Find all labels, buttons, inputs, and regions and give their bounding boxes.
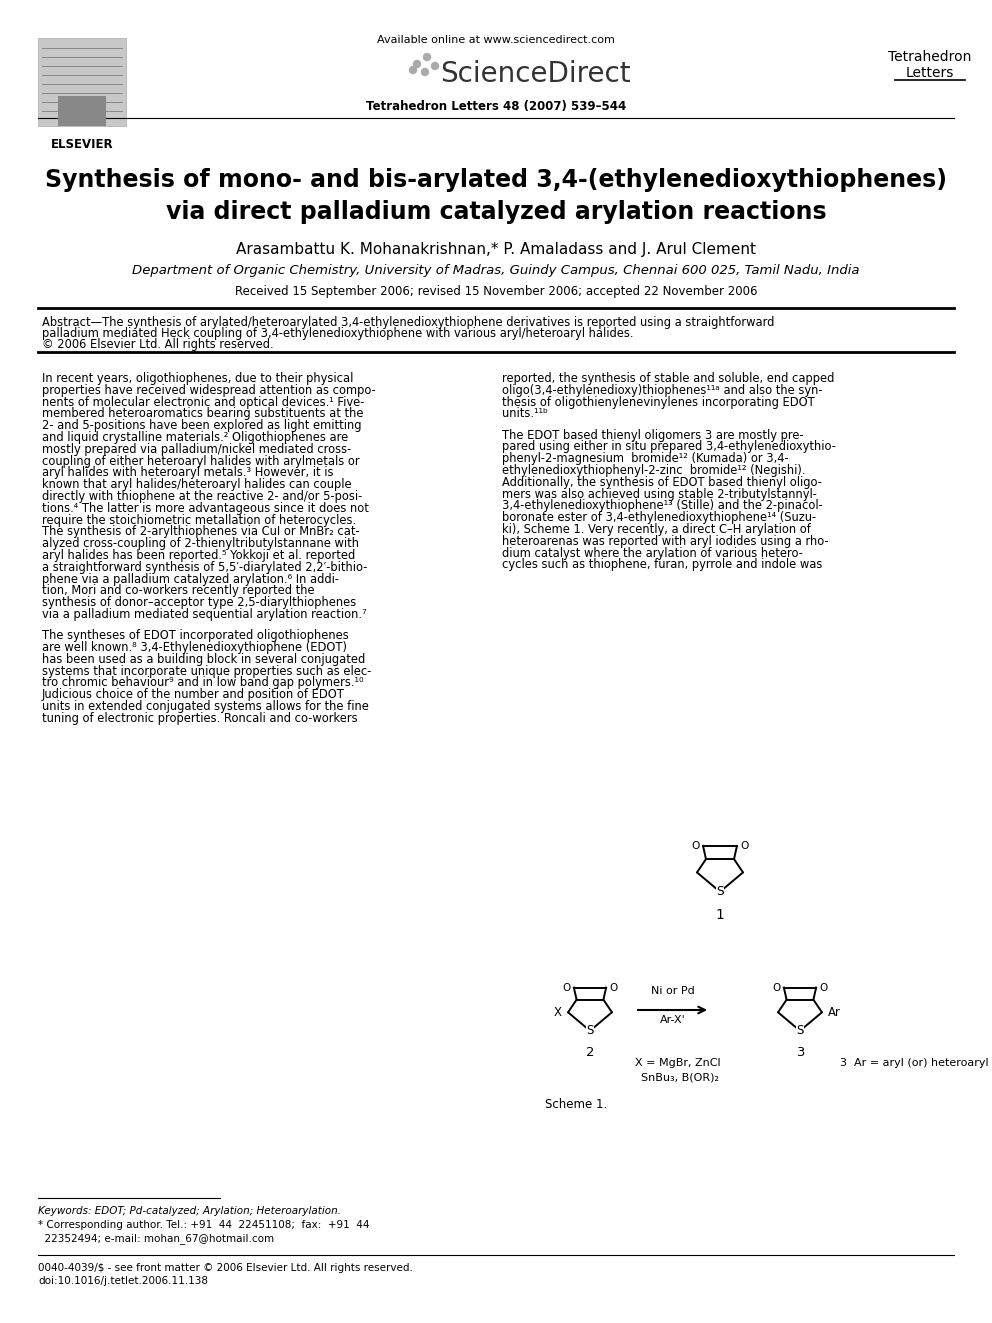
Text: Ar: Ar [828, 1005, 841, 1019]
Text: aryl halides with heteroaryl metals.³ However, it is: aryl halides with heteroaryl metals.³ Ho… [42, 467, 333, 479]
Text: nents of molecular electronic and optical devices.¹ Five-: nents of molecular electronic and optica… [42, 396, 364, 409]
Text: phene via a palladium catalyzed arylation.⁶ In addi-: phene via a palladium catalyzed arylatio… [42, 573, 339, 586]
Text: 3: 3 [796, 1045, 805, 1058]
Text: alyzed cross-coupling of 2-thienyltributylstannane with: alyzed cross-coupling of 2-thienyltribut… [42, 537, 359, 550]
Text: S: S [716, 885, 724, 898]
Text: O: O [773, 983, 781, 992]
Text: Department of Organic Chemistry, University of Madras, Guindy Campus, Chennai 60: Department of Organic Chemistry, Univers… [132, 265, 860, 277]
Text: units in extended conjugated systems allows for the fine: units in extended conjugated systems all… [42, 700, 369, 713]
Text: In recent years, oligothiophenes, due to their physical: In recent years, oligothiophenes, due to… [42, 372, 353, 385]
Text: palladium mediated Heck coupling of 3,4-ethylenedioxythiophene with various aryl: palladium mediated Heck coupling of 3,4-… [42, 327, 634, 340]
Text: pared using either in situ prepared 3,4-ethylenedioxythio-: pared using either in situ prepared 3,4-… [502, 441, 836, 454]
Text: Arasambattu K. Mohanakrishnan,* P. Amaladass and J. Arul Clement: Arasambattu K. Mohanakrishnan,* P. Amala… [236, 242, 756, 257]
Text: via direct palladium catalyzed arylation reactions: via direct palladium catalyzed arylation… [166, 200, 826, 224]
Circle shape [432, 62, 438, 70]
Circle shape [422, 69, 429, 75]
Text: Additionally, the synthesis of EDOT based thienyl oligo-: Additionally, the synthesis of EDOT base… [502, 476, 822, 488]
Text: O: O [609, 983, 618, 992]
Text: known that aryl halides/heteroaryl halides can couple: known that aryl halides/heteroaryl halid… [42, 478, 351, 491]
Text: 1: 1 [715, 908, 724, 922]
Text: The synthesis of 2-arylthiophenes via CuI or MnBr₂ cat-: The synthesis of 2-arylthiophenes via Cu… [42, 525, 360, 538]
Text: Ni or Pd: Ni or Pd [651, 986, 694, 996]
Text: ELSEVIER: ELSEVIER [51, 138, 113, 151]
Text: O: O [562, 983, 570, 992]
Text: tion, Mori and co-workers recently reported the: tion, Mori and co-workers recently repor… [42, 585, 314, 598]
Text: has been used as a building block in several conjugated: has been used as a building block in sev… [42, 652, 365, 665]
Text: Tetrahedron Letters 48 (2007) 539–544: Tetrahedron Letters 48 (2007) 539–544 [366, 101, 626, 112]
Text: systems that incorporate unique properties such as elec-: systems that incorporate unique properti… [42, 664, 371, 677]
Text: Letters: Letters [906, 66, 954, 79]
Text: dium catalyst where the arylation of various hetero-: dium catalyst where the arylation of var… [502, 546, 803, 560]
Circle shape [424, 53, 431, 61]
Text: and liquid crystalline materials.² Oligothiophenes are: and liquid crystalline materials.² Oligo… [42, 431, 348, 445]
Text: tuning of electronic properties. Roncali and co-workers: tuning of electronic properties. Roncali… [42, 712, 358, 725]
Text: Available online at www.sciencedirect.com: Available online at www.sciencedirect.co… [377, 34, 615, 45]
Text: synthesis of donor–acceptor type 2,5-diarylthiophenes: synthesis of donor–acceptor type 2,5-dia… [42, 597, 356, 609]
Text: The syntheses of EDOT incorporated oligothiophenes: The syntheses of EDOT incorporated oligo… [42, 630, 349, 642]
Text: 3,4-ethylenedioxythiophene¹³ (Stille) and the 2-pinacol-: 3,4-ethylenedioxythiophene¹³ (Stille) an… [502, 500, 822, 512]
Text: coupling of either heteroaryl halides with arylmetals or: coupling of either heteroaryl halides wi… [42, 455, 360, 467]
Text: © 2006 Elsevier Ltd. All rights reserved.: © 2006 Elsevier Ltd. All rights reserved… [42, 337, 274, 351]
Circle shape [414, 61, 421, 67]
Text: 22352494; e-mail: mohan_67@hotmail.com: 22352494; e-mail: mohan_67@hotmail.com [38, 1233, 274, 1244]
Text: properties have received widespread attention as compo-: properties have received widespread atte… [42, 384, 376, 397]
Text: membered heteroaromatics bearing substituents at the: membered heteroaromatics bearing substit… [42, 407, 363, 421]
Text: heteroarenas was reported with aryl iodides using a rho-: heteroarenas was reported with aryl iodi… [502, 534, 828, 548]
Text: ethylenedioxythiophenyl-2-zinc  bromide¹² (Negishi).: ethylenedioxythiophenyl-2-zinc bromide¹²… [502, 464, 806, 478]
Text: mers was also achieved using stable 2-tributylstannyl-: mers was also achieved using stable 2-tr… [502, 488, 816, 500]
Text: boronate ester of 3,4-ethylenedioxythiophene¹⁴ (Suzu-: boronate ester of 3,4-ethylenedioxythiop… [502, 511, 816, 524]
Text: * Corresponding author. Tel.: +91  44  22451108;  fax:  +91  44: * Corresponding author. Tel.: +91 44 224… [38, 1220, 369, 1230]
Text: ScienceDirect: ScienceDirect [440, 60, 631, 89]
Bar [58, 97, 106, 126]
Circle shape [410, 66, 417, 74]
Text: Scheme 1.: Scheme 1. [545, 1098, 607, 1111]
Text: Judicious choice of the number and position of EDOT: Judicious choice of the number and posit… [42, 688, 345, 701]
Text: Received 15 September 2006; revised 15 November 2006; accepted 22 November 2006: Received 15 September 2006; revised 15 N… [235, 284, 757, 298]
Text: Synthesis of mono- and bis-arylated 3,4-(ethylenedioxythiophenes): Synthesis of mono- and bis-arylated 3,4-… [45, 168, 947, 192]
Text: The EDOT based thienyl oligomers 3 are mostly pre-: The EDOT based thienyl oligomers 3 are m… [502, 429, 804, 442]
Text: aryl halides has been reported.⁵ Yokkoji et al. reported: aryl halides has been reported.⁵ Yokkoji… [42, 549, 355, 562]
Text: via a palladium mediated sequential arylation reaction.⁷: via a palladium mediated sequential aryl… [42, 609, 367, 620]
Text: tions.⁴ The latter is more advantageous since it does not: tions.⁴ The latter is more advantageous … [42, 501, 369, 515]
Text: O: O [819, 983, 827, 992]
Text: 0040-4039/$ - see front matter © 2006 Elsevier Ltd. All rights reserved.: 0040-4039/$ - see front matter © 2006 El… [38, 1263, 413, 1273]
Text: S: S [586, 1024, 593, 1037]
Text: 3  Ar = aryl (or) heteroaryl: 3 Ar = aryl (or) heteroaryl [840, 1058, 989, 1068]
Text: X: X [554, 1005, 561, 1019]
Text: oligo(3,4-ethylenedioxy)thiophenes¹¹ᵃ and also the syn-: oligo(3,4-ethylenedioxy)thiophenes¹¹ᵃ an… [502, 384, 822, 397]
Text: directly with thiophene at the reactive 2- and/or 5-posi-: directly with thiophene at the reactive … [42, 490, 362, 503]
Text: ki), Scheme 1. Very recently, a direct C–H arylation of: ki), Scheme 1. Very recently, a direct C… [502, 523, 810, 536]
Text: O: O [691, 841, 699, 851]
Text: reported, the synthesis of stable and soluble, end capped: reported, the synthesis of stable and so… [502, 372, 834, 385]
Text: 2: 2 [585, 1045, 594, 1058]
Text: a straightforward synthesis of 5,5′-diarylated 2,2′-bithio-: a straightforward synthesis of 5,5′-diar… [42, 561, 367, 574]
Text: Ar-X': Ar-X' [660, 1015, 685, 1025]
Text: Abstract—The synthesis of arylated/heteroarylated 3,4-ethylenedioxythiophene der: Abstract—The synthesis of arylated/heter… [42, 316, 775, 329]
Text: O: O [740, 841, 749, 851]
Text: cycles such as thiophene, furan, pyrrole and indole was: cycles such as thiophene, furan, pyrrole… [502, 558, 822, 572]
Text: SnBu₃, B(OR)₂: SnBu₃, B(OR)₂ [641, 1072, 719, 1082]
Text: mostly prepared via palladium/nickel mediated cross-: mostly prepared via palladium/nickel med… [42, 443, 351, 456]
Text: require the stoichiometric metallation of heterocycles.: require the stoichiometric metallation o… [42, 513, 356, 527]
Text: Keywords: EDOT; Pd-catalyzed; Arylation; Heteroarylation.: Keywords: EDOT; Pd-catalyzed; Arylation;… [38, 1207, 341, 1216]
Text: S: S [797, 1024, 804, 1037]
Text: X = MgBr, ZnCl: X = MgBr, ZnCl [635, 1058, 720, 1068]
Bar [38, 38, 126, 126]
Text: thesis of oligothienylenevinylenes incorporating EDOT: thesis of oligothienylenevinylenes incor… [502, 396, 814, 409]
Text: units.¹¹ᵇ: units.¹¹ᵇ [502, 407, 548, 421]
Text: are well known.⁸ 3,4-Ethylenedioxythiophene (EDOT): are well known.⁸ 3,4-Ethylenedioxythioph… [42, 642, 347, 654]
Text: tro chromic behaviour⁹ and in low band gap polymers.¹⁰: tro chromic behaviour⁹ and in low band g… [42, 676, 364, 689]
Text: 2- and 5-positions have been explored as light emitting: 2- and 5-positions have been explored as… [42, 419, 361, 433]
Text: phenyl-2-magnesium  bromide¹² (Kumada) or 3,4-: phenyl-2-magnesium bromide¹² (Kumada) or… [502, 452, 789, 466]
Text: doi:10.1016/j.tetlet.2006.11.138: doi:10.1016/j.tetlet.2006.11.138 [38, 1275, 208, 1286]
Text: Tetrahedron: Tetrahedron [888, 50, 972, 64]
